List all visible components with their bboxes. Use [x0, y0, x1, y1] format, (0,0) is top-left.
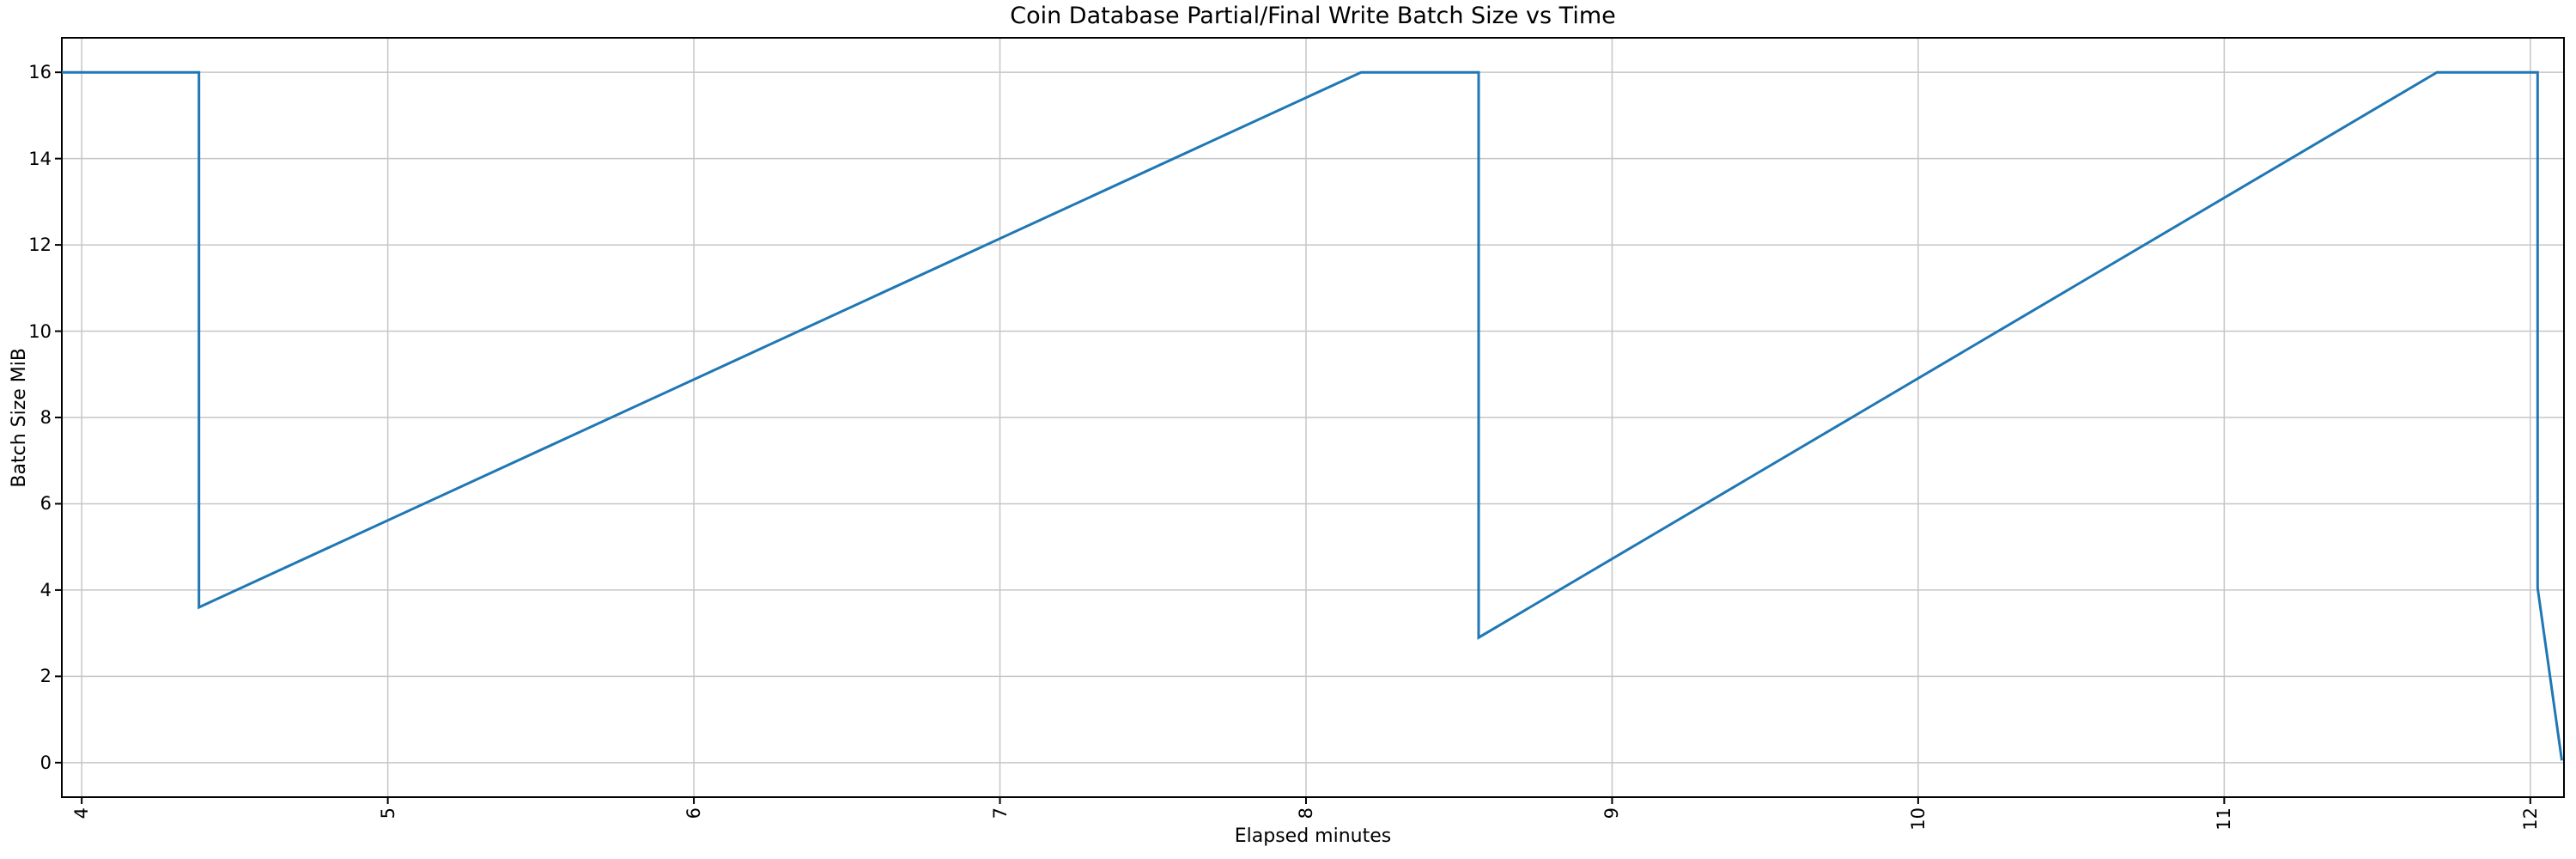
axes-spines: [61, 37, 2565, 798]
y-tick-label: 6: [39, 493, 52, 515]
y-tick-label: 4: [39, 579, 52, 600]
y-tick-label: 10: [28, 320, 52, 342]
x-tick-label: 7: [989, 807, 1011, 819]
x-tick-label: 10: [1907, 807, 1929, 831]
x-tick-label: 4: [71, 807, 93, 819]
x-axis-label: Elapsed minutes: [1234, 825, 1392, 847]
x-tick-label: 8: [1295, 807, 1316, 819]
y-tick-label: 0: [39, 752, 52, 773]
y-tick-label: 8: [39, 407, 52, 428]
x-tick-label: 11: [2214, 807, 2235, 831]
chart-title: Coin Database Partial/Final Write Batch …: [1010, 3, 1616, 29]
y-tick-label: 2: [39, 666, 52, 687]
x-tick-label: 6: [683, 807, 705, 819]
y-tick-label: 12: [28, 235, 52, 256]
data-line: [62, 70, 2563, 761]
y-tick-label: 16: [28, 62, 52, 83]
y-tick-label: 14: [28, 148, 52, 169]
x-tick-label: 12: [2519, 807, 2541, 831]
x-tick-label: 5: [377, 807, 398, 819]
x-tick-label: 9: [1601, 807, 1623, 819]
